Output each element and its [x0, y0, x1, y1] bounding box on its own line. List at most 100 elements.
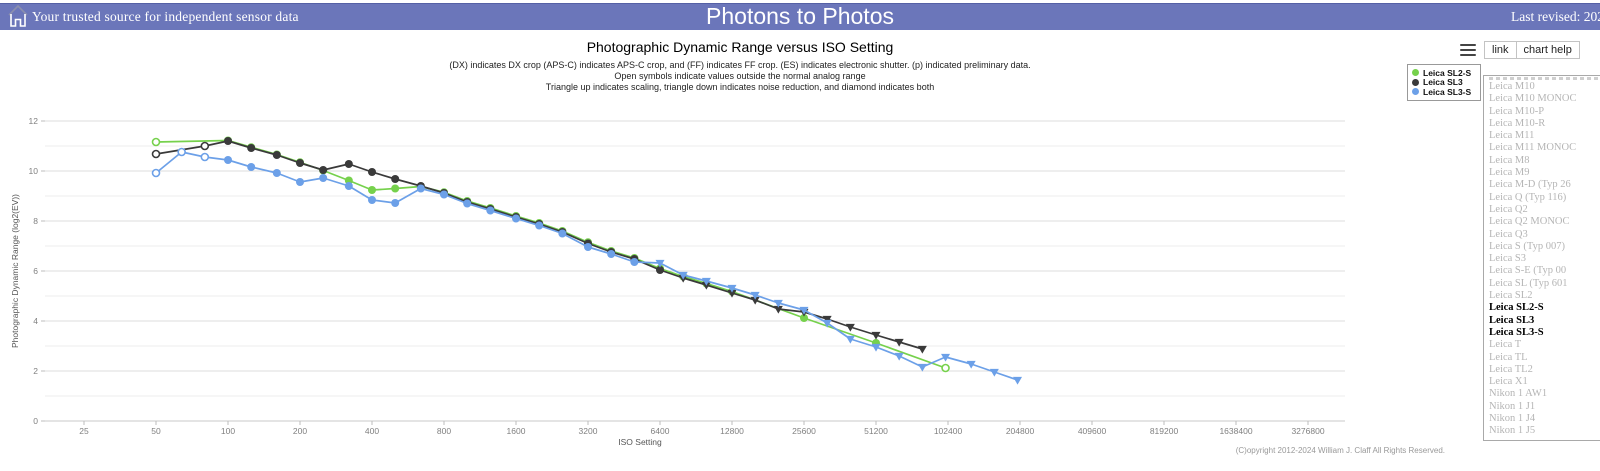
data-point-triangle-down: [727, 289, 737, 298]
last-revised-text: Last revised: 202: [1511, 9, 1600, 24]
camera-list-item[interactable]: Leica M10-R: [1489, 117, 1546, 129]
site-title: Photons to Photos: [706, 2, 894, 29]
data-point-triangle-down: [917, 345, 927, 354]
data-point-circle: [486, 206, 495, 215]
data-point-circle: [247, 163, 256, 171]
chart-controls: link chart help: [1460, 41, 1580, 59]
chart-subtitle-3: Triangle up indicates scaling, triangle …: [545, 81, 935, 92]
data-point-circle: [344, 176, 353, 185]
camera-list-item[interactable]: Leica S-E (Typ 00: [1489, 265, 1567, 277]
data-point-triangle-down: [822, 315, 832, 324]
camera-list-item[interactable]: Leica Q2: [1489, 203, 1528, 215]
camera-list-item[interactable]: Leica Q2 MONOC: [1489, 216, 1570, 228]
data-point-circle: [368, 196, 376, 204]
chart-title-block: Photographic Dynamic Range versus ISO Se…: [0, 39, 1480, 92]
camera-list-item[interactable]: Leica SL3: [1489, 314, 1535, 326]
data-point-triangle-down: [845, 323, 855, 332]
data-point-circle: [512, 214, 520, 223]
camera-list-item[interactable]: Leica M10 MONOC: [1489, 93, 1577, 105]
camera-list-item[interactable]: Leica SL3-S: [1489, 326, 1544, 338]
camera-list-item[interactable]: Leica Q (Typ 116): [1489, 191, 1567, 203]
data-point-triangle-down: [917, 363, 927, 372]
camera-list-item[interactable]: Leica X1: [1489, 376, 1528, 388]
legend-marker-icon: [1412, 88, 1419, 96]
data-point-triangle-down: [701, 277, 711, 286]
camera-list-item[interactable]: Leica S (Typ 007): [1489, 240, 1565, 252]
y-tick-label: 0: [33, 416, 38, 426]
camera-list-item[interactable]: Leica M11: [1489, 130, 1535, 142]
camera-list[interactable]: Leica M10 Leica M10 MONOC Leica M10-P Leica…: [1483, 75, 1600, 441]
data-point-circle: [391, 199, 400, 207]
data-point-triangle-down: [1013, 376, 1023, 385]
legend-marker-icon: [1412, 78, 1419, 86]
link-button[interactable]: link: [1484, 41, 1517, 59]
site-tagline: Your trusted source for independent sens…: [32, 9, 299, 24]
camera-list-item[interactable]: Leica M8: [1489, 154, 1530, 166]
data-point-triangle-down: [822, 319, 832, 328]
camera-list-item[interactable]: Leica M-D (Typ 26: [1489, 179, 1571, 191]
data-point-open-circle: [151, 149, 161, 159]
data-point-open-circle: [151, 168, 161, 178]
data-point-circle: [656, 266, 664, 274]
legend-label: Leica SL2-S: [1423, 67, 1472, 78]
data-point-circle: [463, 199, 472, 208]
camera-list-item[interactable]: Leica TL: [1489, 351, 1528, 363]
data-point-circle: [296, 159, 304, 167]
data-point-triangle-down: [678, 271, 688, 280]
legend-label: Leica SL3: [1423, 77, 1463, 88]
menu-icon[interactable]: [1460, 44, 1476, 56]
chart-legend: Leica SL2-S Leica SL3 Leica SL3-S: [1407, 64, 1481, 101]
data-point-circle: [558, 229, 567, 238]
x-tick-label: 6400: [651, 426, 670, 436]
legend-label: Leica SL3-S: [1423, 86, 1472, 97]
camera-list-item[interactable]: Leica TL2: [1489, 363, 1533, 375]
chart-help-button[interactable]: chart help: [1515, 41, 1580, 59]
x-tick-label: 102400: [934, 426, 963, 436]
chart-button-group: link chart help: [1484, 41, 1580, 59]
home-icon[interactable]: [6, 2, 30, 30]
chart-subtitle-1: (DX) indicates DX crop (APS-C) indicates…: [449, 60, 1031, 70]
data-point-circle: [391, 184, 400, 193]
data-point-circle: [368, 168, 376, 176]
camera-list-item[interactable]: Leica M11 MONOC: [1489, 142, 1577, 154]
x-tick-label: 3200: [579, 426, 598, 436]
camera-list-item[interactable]: Leica Q3: [1489, 228, 1528, 240]
camera-list-item[interactable]: Leica S3: [1489, 253, 1527, 265]
camera-list-item[interactable]: Leica T: [1489, 339, 1522, 351]
data-point-open-circle: [200, 141, 210, 151]
legend-item: Leica SL3: [1412, 77, 1474, 88]
camera-list-item[interactable]: Leica M10: [1489, 81, 1535, 92]
camera-list-item[interactable]: Leica M10-P: [1489, 105, 1545, 117]
x-tick-label: 50: [151, 426, 161, 436]
camera-list-item[interactable]: Leica M9: [1489, 167, 1530, 179]
camera-list-item[interactable]: Leica SL2-S: [1489, 302, 1544, 314]
camera-list-item[interactable]: Leica SL2: [1489, 290, 1533, 302]
x-tick-label: 3276800: [1291, 426, 1324, 436]
data-point-circle: [344, 182, 353, 190]
chart-title: Photographic Dynamic Range versus ISO Se…: [586, 39, 894, 55]
data-point-open-circle: [151, 137, 161, 147]
data-point-circle: [607, 250, 616, 258]
camera-list-item[interactable]: Nikon 1 AW1: [1489, 388, 1548, 400]
camera-list-item[interactable]: Leica SL (Typ 601: [1489, 277, 1568, 289]
data-point-open-circle: [200, 152, 210, 162]
x-tick-label: 12800: [720, 426, 744, 436]
x-tick-label: 51200: [864, 426, 888, 436]
x-tick-label: 25: [79, 426, 89, 436]
data-point-triangle-down: [845, 335, 855, 344]
x-tick-label: 1638400: [1219, 426, 1252, 436]
camera-list-item[interactable]: Nikon 1 J4: [1489, 413, 1536, 425]
series-line-Leica-SL3: [155, 140, 924, 350]
x-tick-label: 204800: [1006, 426, 1035, 436]
data-point-triangle-down: [799, 306, 809, 315]
data-point-circle: [440, 190, 448, 199]
data-point-open-circle: [941, 363, 950, 373]
x-tick-label: 100: [221, 426, 235, 436]
data-point-triangle-down: [894, 338, 904, 347]
data-point-triangle-down: [894, 352, 904, 361]
data-point-circle: [630, 258, 639, 266]
camera-list-item[interactable]: Nikon 1 J5: [1489, 425, 1536, 437]
y-tick-label: 2: [33, 366, 38, 376]
data-point-triangle-down: [941, 353, 951, 362]
camera-list-item[interactable]: Nikon 1 J1: [1489, 400, 1536, 412]
